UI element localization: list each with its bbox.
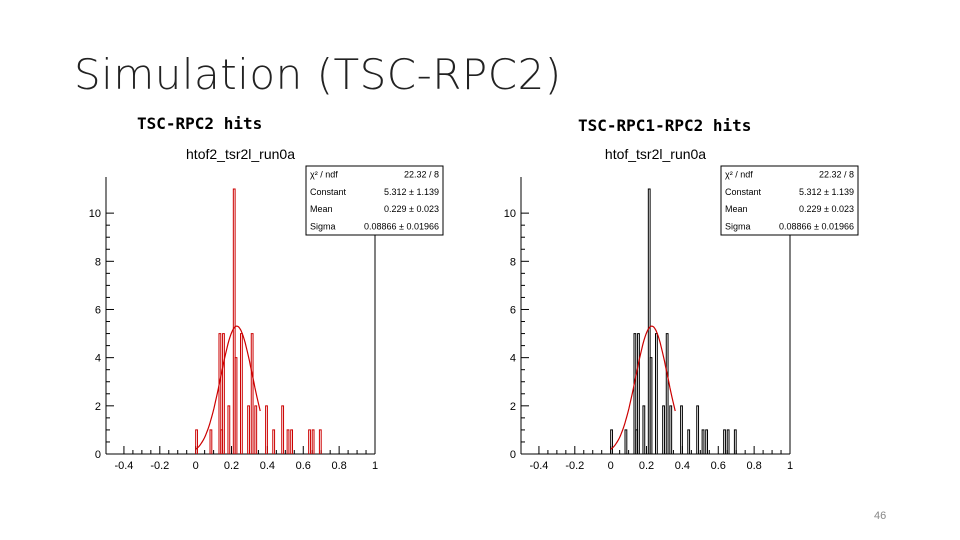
stats-box: [720, 165, 859, 236]
page-number: 46: [874, 510, 887, 522]
histogram-bin: [234, 357, 238, 454]
stats-value: 22.32 / 8: [404, 170, 439, 180]
histogram-bin: [227, 405, 231, 454]
x-tick-label: -0.4: [529, 460, 548, 470]
histogram-bin: [642, 405, 646, 454]
y-tick-label: 0: [510, 449, 516, 461]
histogram-bin: [318, 429, 322, 454]
histogram-bin: [195, 429, 198, 454]
histogram-bin: [209, 429, 213, 454]
histogram-bin: [633, 333, 637, 454]
stats-label: Sigma: [310, 221, 336, 231]
histogram-bin: [696, 405, 700, 454]
y-tick-label: 2: [510, 401, 516, 413]
x-tick-label: 0.8: [746, 460, 761, 470]
x-tick-label: 1: [372, 460, 378, 470]
y-tick-label: 8: [510, 256, 516, 268]
histogram-bin: [281, 405, 285, 454]
x-tick-label: -0.2: [565, 460, 584, 470]
histogram-bin: [680, 405, 683, 454]
stats-value: 5.312 ± 1.139: [799, 187, 854, 197]
x-tick-label: 0.2: [224, 460, 239, 470]
histogram-bin: [250, 333, 254, 454]
y-tick-label: 0: [95, 449, 101, 461]
x-tick-label: 0: [193, 460, 199, 470]
histogram-bin: [665, 333, 669, 454]
histogram-bin: [610, 429, 613, 454]
stats-value: 5.312 ± 1.139: [384, 187, 439, 197]
stats-label: Mean: [725, 204, 748, 214]
histogram-bin: [247, 405, 250, 454]
x-tick-label: 0.4: [260, 460, 275, 470]
stats-label: Sigma: [725, 221, 751, 231]
x-tick-label: -0.2: [150, 460, 169, 470]
histogram-bin: [222, 333, 225, 454]
histogram-bin: [254, 405, 258, 454]
gaussian-fit-curve: [195, 325, 261, 450]
stats-value: 0.08866 ± 0.01966: [364, 221, 439, 231]
histogram-bin: [265, 405, 268, 454]
y-tick-label: 4: [510, 353, 516, 365]
y-tick-label: 6: [510, 304, 516, 316]
stats-label: Constant: [725, 187, 762, 197]
gaussian-fit-curve: [610, 325, 676, 450]
x-tick-label: -0.4: [114, 460, 133, 470]
y-tick-label: 2: [95, 401, 101, 413]
x-tick-label: 0: [608, 460, 614, 470]
histogram-bin: [637, 333, 640, 454]
y-tick-label: 10: [504, 208, 516, 220]
histogram-bin: [218, 333, 222, 454]
histogram-bin: [649, 357, 653, 454]
histogram-bin: [726, 429, 730, 454]
histogram-bin: [723, 429, 726, 454]
histogram-bin: [662, 405, 665, 454]
x-tick-label: 0.8: [331, 460, 346, 470]
histogram-bin: [647, 188, 651, 454]
histogram-bin: [705, 429, 709, 454]
histogram-bin: [290, 429, 294, 454]
histogram-tsc-rpc2: htof2_tsr2l_run0a 0 2 4 6 8 10 -0.4 -0.2 0 0.2 0.4 0…: [89, 146, 444, 470]
histogram-bin: [687, 429, 691, 454]
stats-label: Constant: [310, 187, 347, 197]
histogram-title: htof_tsr2l_run0a: [605, 146, 706, 162]
histogram-title: htof2_tsr2l_run0a: [186, 146, 295, 162]
histogram-bin: [701, 429, 705, 454]
stats-value: 0.229 ± 0.023: [384, 204, 439, 214]
chart-caption-left: TSC-RPC2 hits: [137, 114, 263, 133]
x-tick-label: 0.4: [675, 460, 690, 470]
histogram-bin: [655, 333, 658, 454]
histogram-bin: [311, 429, 315, 454]
stats-label: χ² / ndf: [725, 170, 753, 180]
stats-label: Mean: [310, 204, 333, 214]
x-tick-label: 0.6: [711, 460, 726, 470]
histogram-tsc-rpc1-rpc2: htof_tsr2l_run0a 0 2 4 6 8 10 -0.4 -0.2 0 0.2 0.4 0.…: [504, 146, 859, 470]
y-tick-label: 10: [89, 208, 101, 220]
stats-label: χ² / ndf: [310, 170, 338, 180]
x-tick-label: 0.6: [296, 460, 311, 470]
histogram-bin: [308, 429, 311, 454]
histogram-bin: [733, 429, 737, 454]
histogram-bin: [232, 188, 236, 454]
y-tick-label: 4: [95, 353, 101, 365]
histogram-bin: [272, 429, 276, 454]
chart-caption-right: TSC-RPC1-RPC2 hits: [578, 116, 752, 135]
histogram-bin: [624, 429, 628, 454]
histogram-bin: [286, 429, 290, 454]
stats-value: 0.08866 ± 0.01966: [779, 221, 854, 231]
x-tick-label: 0.2: [639, 460, 654, 470]
x-tick-label: 1: [787, 460, 793, 470]
stats-value: 22.32 / 8: [819, 170, 854, 180]
y-tick-label: 8: [95, 256, 101, 268]
stats-value: 0.229 ± 0.023: [799, 204, 854, 214]
histogram-bin: [240, 333, 243, 454]
slide-title: Simulation (TSC-RPC2): [74, 50, 562, 99]
histogram-bin: [669, 405, 673, 454]
y-tick-label: 6: [95, 304, 101, 316]
